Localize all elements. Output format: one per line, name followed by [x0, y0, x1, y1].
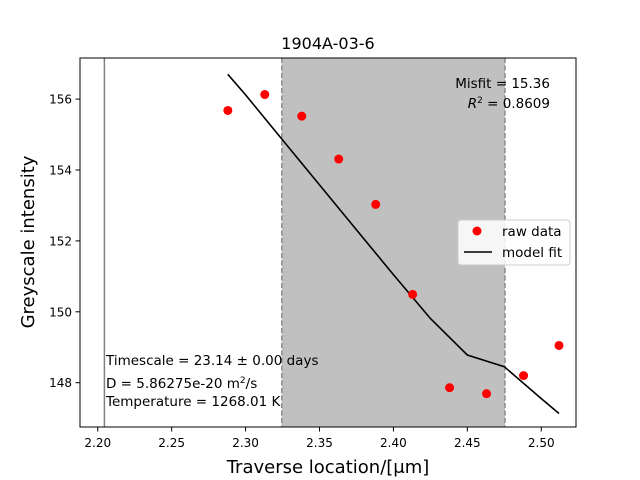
model-fit-line [227, 73, 560, 415]
legend: raw data model fit [457, 219, 571, 266]
r-squared-value: = 0.8609 [483, 96, 550, 112]
y-tick-label: 152 [49, 234, 72, 248]
data-point [554, 340, 564, 350]
x-tick-label: 2.30 [232, 436, 259, 450]
chart-title: 1904A-03-6 [281, 34, 374, 53]
data-point [223, 105, 233, 115]
data-point [482, 389, 492, 399]
timescale-annotation: Timescale = 23.14 ± 0.00 days [105, 353, 318, 369]
data-point [445, 383, 455, 393]
y-tick-label: 156 [49, 93, 72, 107]
legend-raw-data-label: raw data [502, 224, 562, 240]
x-axis-ticks: 2.20 2.25 2.30 2.35 2.40 2.45 2.50 [84, 427, 555, 450]
x-tick-label: 2.35 [306, 436, 333, 450]
raw-data-layer [223, 90, 564, 399]
y-tick-label: 150 [49, 305, 72, 319]
y-axis-ticks: 148 150 152 154 156 [49, 93, 80, 390]
diffusivity-suffix: /s [246, 376, 258, 392]
data-point [371, 199, 381, 209]
x-axis-label: Traverse location/[μm] [226, 457, 430, 478]
data-point [260, 90, 270, 100]
data-point [408, 289, 418, 299]
x-tick-label: 2.50 [528, 436, 555, 450]
legend-box [457, 219, 571, 266]
diffusivity-exponent: 2 [240, 376, 246, 386]
data-point [334, 154, 344, 164]
r-squared-annotation: R2 = 0.8609 [468, 96, 550, 112]
data-point [519, 371, 529, 381]
y-tick-label: 154 [49, 164, 72, 178]
x-tick-label: 2.40 [380, 436, 407, 450]
plot-frame [79, 57, 577, 428]
misfit-annotation: Misfit = 15.36 [455, 76, 550, 92]
x-tick-label: 2.25 [158, 436, 185, 450]
temperature-annotation: Temperature = 1268.01 K [105, 394, 282, 410]
legend-raw-data-marker [472, 226, 482, 236]
x-tick-label: 2.20 [84, 436, 111, 450]
diffusivity-annotation: D = 5.86275e-20 m2/s [106, 376, 257, 392]
legend-model-fit-label: model fit [502, 245, 562, 261]
diffusivity-prefix: D = 5.86275e-20 m [106, 376, 240, 392]
data-point [297, 111, 307, 121]
x-tick-label: 2.45 [454, 436, 481, 450]
model-fit-layer [227, 73, 560, 415]
y-axis-label: Greyscale intensity [18, 155, 39, 328]
y-tick-label: 148 [49, 376, 72, 390]
